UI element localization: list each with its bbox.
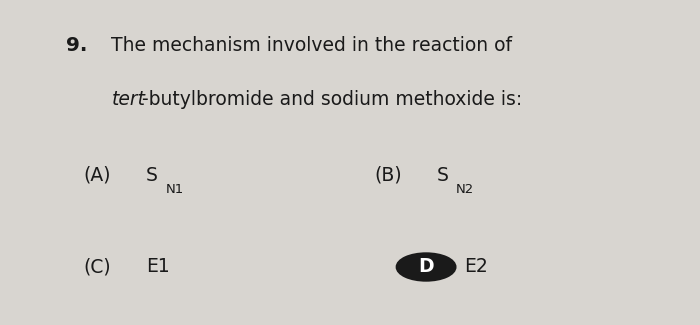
- Text: N2: N2: [456, 183, 474, 196]
- Text: (C): (C): [84, 257, 111, 277]
- Text: -butylbromide and sodium methoxide is:: -butylbromide and sodium methoxide is:: [142, 90, 522, 109]
- Text: S: S: [146, 166, 158, 185]
- Text: (A): (A): [84, 166, 111, 185]
- Text: The mechanism involved in the reaction of: The mechanism involved in the reaction o…: [111, 36, 512, 55]
- Text: D: D: [419, 257, 434, 277]
- Text: 9.: 9.: [66, 36, 88, 55]
- Text: E2: E2: [464, 257, 488, 277]
- Text: S: S: [437, 166, 448, 185]
- Text: tert: tert: [111, 90, 146, 109]
- Circle shape: [397, 254, 455, 280]
- Text: (B): (B): [374, 166, 402, 185]
- Text: N1: N1: [165, 183, 183, 196]
- Text: E1: E1: [146, 257, 169, 277]
